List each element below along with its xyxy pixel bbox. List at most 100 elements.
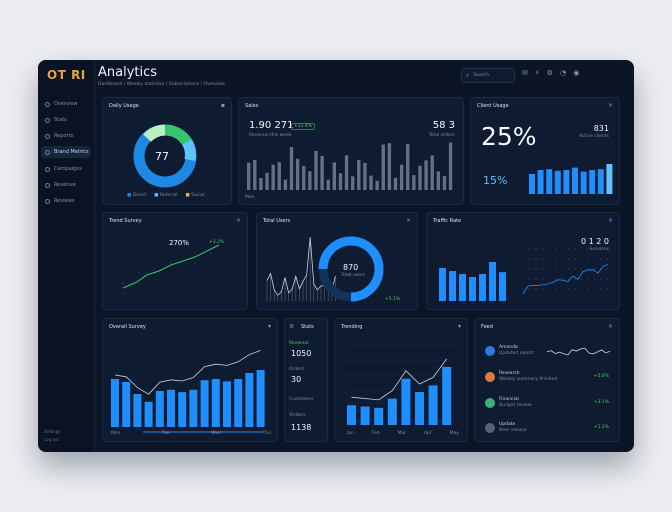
sidebar-item-reviews[interactable]: Reviews — [41, 195, 91, 207]
bell-icon[interactable]: ◔ — [560, 69, 567, 77]
sales-bar — [357, 159, 361, 190]
overall-bar — [122, 382, 131, 427]
grid-dot — [574, 288, 576, 290]
grid-dot — [170, 292, 172, 294]
avatar — [485, 372, 495, 382]
sales-value: 1.90 271 — [249, 120, 294, 131]
grid-dot — [561, 288, 563, 290]
chat-icon[interactable]: ✉ — [522, 69, 528, 77]
grid-dot — [218, 252, 220, 254]
grid-dot — [561, 258, 563, 260]
gauge-subtitle: Total users — [341, 273, 366, 278]
grid-dot — [186, 262, 188, 264]
grid-dot — [600, 258, 602, 260]
overall-line — [114, 350, 261, 395]
dropdown-icon[interactable]: ▾ — [457, 323, 461, 330]
grid-dot — [522, 258, 524, 260]
grid-dot — [130, 262, 132, 264]
grid-dot — [210, 292, 212, 294]
avatar — [485, 423, 495, 433]
circle-icon — [45, 198, 50, 204]
page-title: Analytics — [98, 65, 158, 80]
overall-bar — [189, 389, 198, 427]
search-box[interactable]: ⌕ Search — [461, 68, 515, 83]
grid-dot — [548, 278, 550, 280]
traffic-rate-card: Traffic Rate × 0 1 2 0 Sessions — [426, 212, 620, 310]
kpi-value: 1138 — [291, 423, 312, 432]
grid-dot — [554, 258, 557, 260]
grid-dot — [138, 252, 140, 254]
sidebar-item-overview[interactable]: Overview — [41, 98, 91, 110]
grid-dot — [567, 248, 570, 250]
sidebar-item-brand-metrics[interactable]: Brand Metrics — [41, 146, 91, 158]
feed-name: Financial — [499, 397, 519, 402]
grid-dot — [218, 282, 220, 284]
growth-bar — [572, 167, 578, 194]
grid-dot — [587, 288, 589, 290]
grid-dot — [218, 272, 220, 274]
sales-bar — [259, 178, 263, 190]
traffic-bar — [479, 274, 486, 301]
grid-dot — [138, 272, 140, 274]
trending-bar — [347, 405, 356, 425]
settings-icon[interactable]: ⚙ — [546, 69, 554, 77]
gear-icon[interactable]: ⚙ — [289, 323, 295, 330]
user-icon[interactable]: ◉ — [573, 69, 580, 77]
sales-bar — [314, 150, 318, 190]
grid-dot — [535, 268, 537, 270]
close-icon[interactable]: × — [235, 217, 241, 224]
settings-link[interactable]: Settings — [44, 429, 61, 434]
feed-name: Research — [499, 371, 520, 376]
overall-bar — [200, 380, 209, 427]
bolt-icon[interactable]: ⚡ — [534, 69, 540, 77]
grid-dot — [548, 258, 550, 260]
grid-dot — [234, 292, 236, 294]
close-icon[interactable]: × — [607, 323, 613, 330]
grid-dot — [593, 268, 596, 270]
growth-bar — [537, 170, 544, 194]
trend-survey-card: Trend Survey × 270% +3.2% — [102, 212, 248, 310]
grid-dot — [202, 262, 204, 264]
sales-bar — [277, 162, 281, 190]
grid-dot — [146, 272, 148, 274]
app-logo[interactable]: OT RI — [47, 68, 86, 82]
gauge-value: 870 — [343, 263, 359, 272]
feed-card: Feed × Amanda Updated report Research We… — [474, 318, 620, 442]
axis-tick-label: Apr — [423, 431, 432, 436]
sidebar-item-reports[interactable]: Reports — [41, 130, 91, 142]
circle-icon — [45, 133, 50, 139]
axis-tick-label: Thu — [262, 431, 271, 436]
clients-subtitle: Active clients — [578, 134, 609, 139]
sales-bar — [326, 179, 330, 190]
grid-dot — [548, 268, 550, 270]
grid-dot — [226, 272, 228, 274]
search-input[interactable]: Search — [473, 73, 489, 78]
grid-dot — [114, 292, 116, 294]
kpi-label: Revenue — [289, 341, 309, 346]
close-icon[interactable]: × — [607, 217, 613, 224]
header-icons: ✉ ⚡ ⚙ ◔ ◉ — [522, 69, 579, 77]
dropdown-icon[interactable]: ▾ — [267, 323, 271, 330]
traffic-bar — [469, 277, 476, 301]
more-icon[interactable]: ▪ — [220, 102, 225, 109]
sidebar-item-stats[interactable]: Stats — [41, 114, 91, 126]
growth-bar — [580, 171, 587, 194]
close-icon[interactable]: × — [607, 102, 613, 109]
logout-link[interactable]: Log out — [44, 437, 59, 442]
traffic-line — [522, 263, 609, 295]
grid-dot — [170, 252, 172, 254]
grid-dot — [593, 278, 596, 280]
trend-line — [122, 244, 220, 289]
grid-dot — [186, 252, 188, 254]
trending-bar — [401, 378, 411, 425]
growth-bar — [597, 169, 604, 194]
sidebar-item-campaigns[interactable]: Campaigns — [41, 163, 91, 175]
grid-dot — [561, 278, 563, 280]
grid-dot — [202, 272, 204, 274]
sales-bar — [399, 164, 404, 190]
close-icon[interactable]: × — [405, 217, 411, 224]
grid-dot — [600, 248, 602, 250]
sidebar-item-revenue[interactable]: Revenue — [41, 179, 91, 191]
grid-dot — [522, 268, 524, 270]
orders-value: 58 3 — [432, 120, 455, 131]
